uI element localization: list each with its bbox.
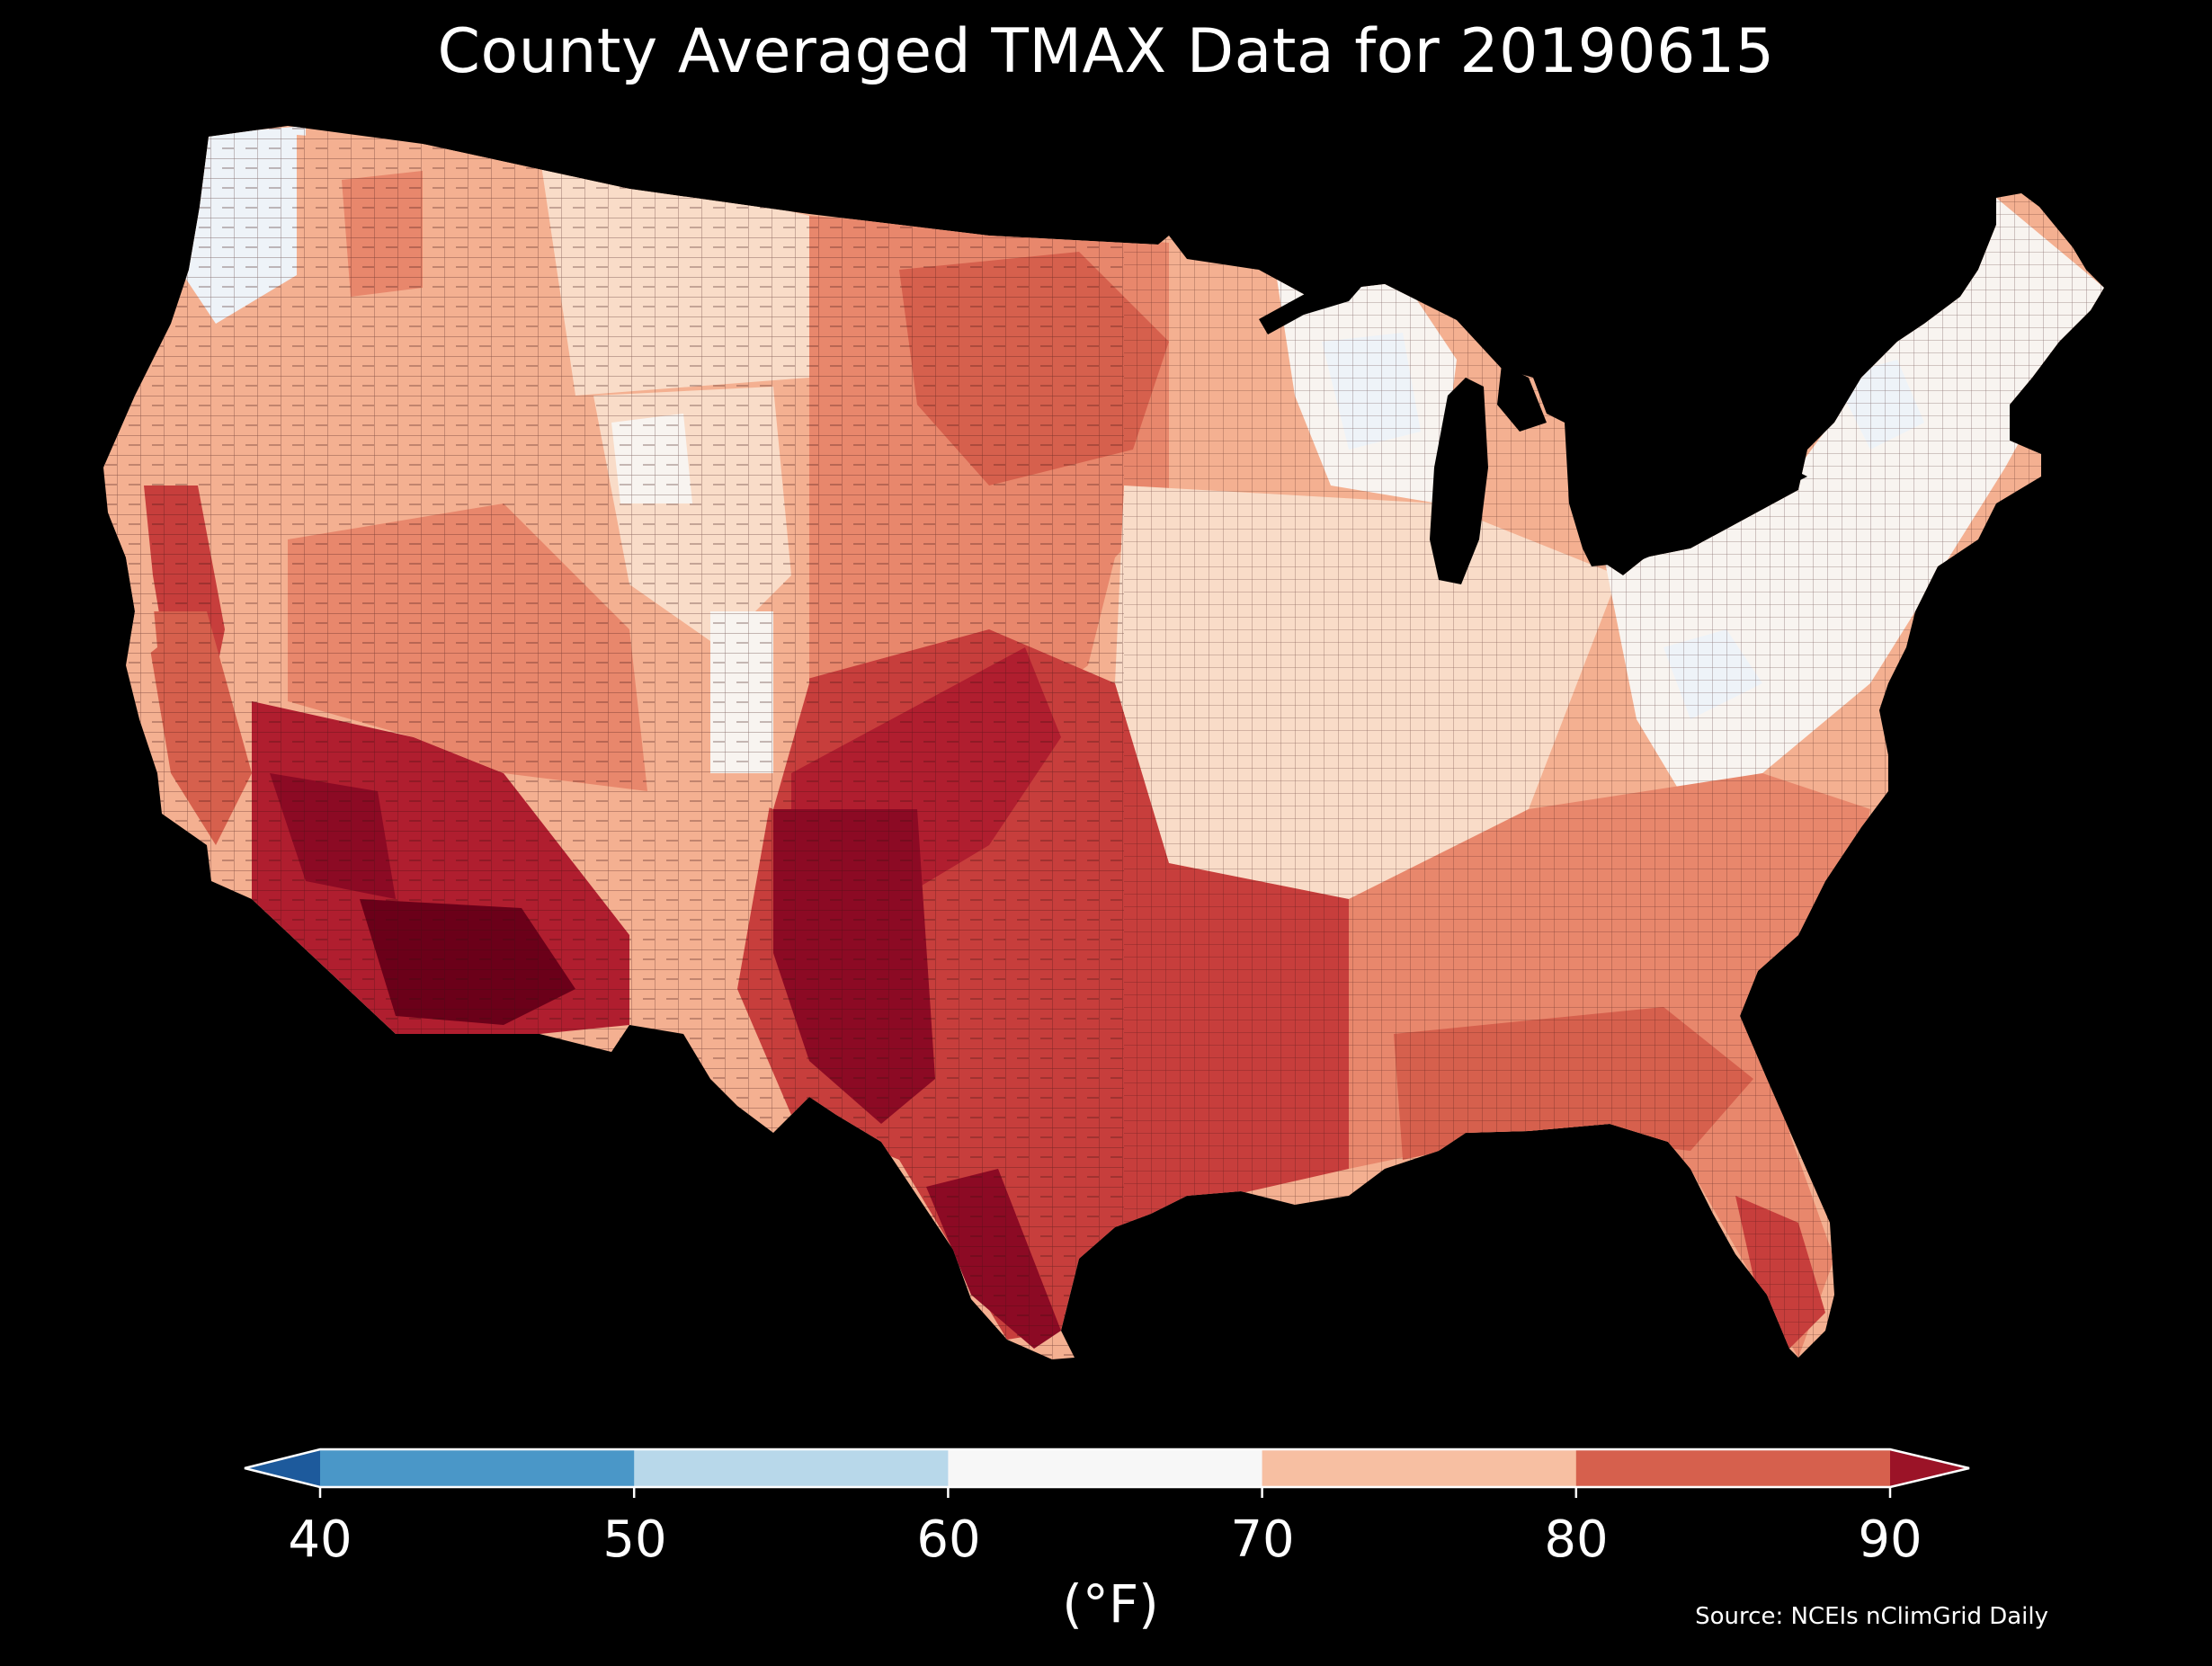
colorbar-tick-90: 90 bbox=[1858, 1510, 1922, 1569]
colorbar-tick-80: 80 bbox=[1544, 1510, 1609, 1569]
colorbar-segment-1 bbox=[634, 1449, 949, 1487]
colorbar-extend-low bbox=[245, 1449, 320, 1487]
great-lakes bbox=[1259, 281, 1807, 584]
colorbar-tick-70: 70 bbox=[1230, 1510, 1295, 1569]
colorbar-tick-60: 60 bbox=[916, 1510, 981, 1569]
map-title: County Averaged TMAX Data for 20190615 bbox=[437, 16, 1775, 87]
colorbar-segment-0 bbox=[320, 1449, 635, 1487]
colorbar-extend-high bbox=[1890, 1449, 1969, 1487]
source-credit: Source: NCEIs nClimGrid Daily bbox=[1695, 1603, 2048, 1630]
colorbar-segment-3 bbox=[1262, 1449, 1577, 1487]
colorbar-segment-2 bbox=[948, 1449, 1263, 1487]
colorbar-tick-50: 50 bbox=[602, 1510, 667, 1569]
colorbar-tick-40: 40 bbox=[288, 1510, 352, 1569]
colorbar-segment-4 bbox=[1575, 1449, 1891, 1487]
colorbar-unit-label: (°F) bbox=[1062, 1573, 1159, 1635]
